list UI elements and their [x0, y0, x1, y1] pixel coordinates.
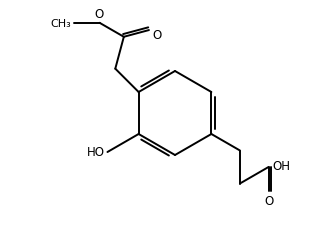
Text: O: O: [264, 194, 273, 207]
Text: CH₃: CH₃: [51, 19, 72, 29]
Text: O: O: [94, 8, 103, 21]
Text: HO: HO: [86, 146, 105, 159]
Text: OH: OH: [273, 160, 290, 173]
Text: O: O: [152, 29, 161, 42]
